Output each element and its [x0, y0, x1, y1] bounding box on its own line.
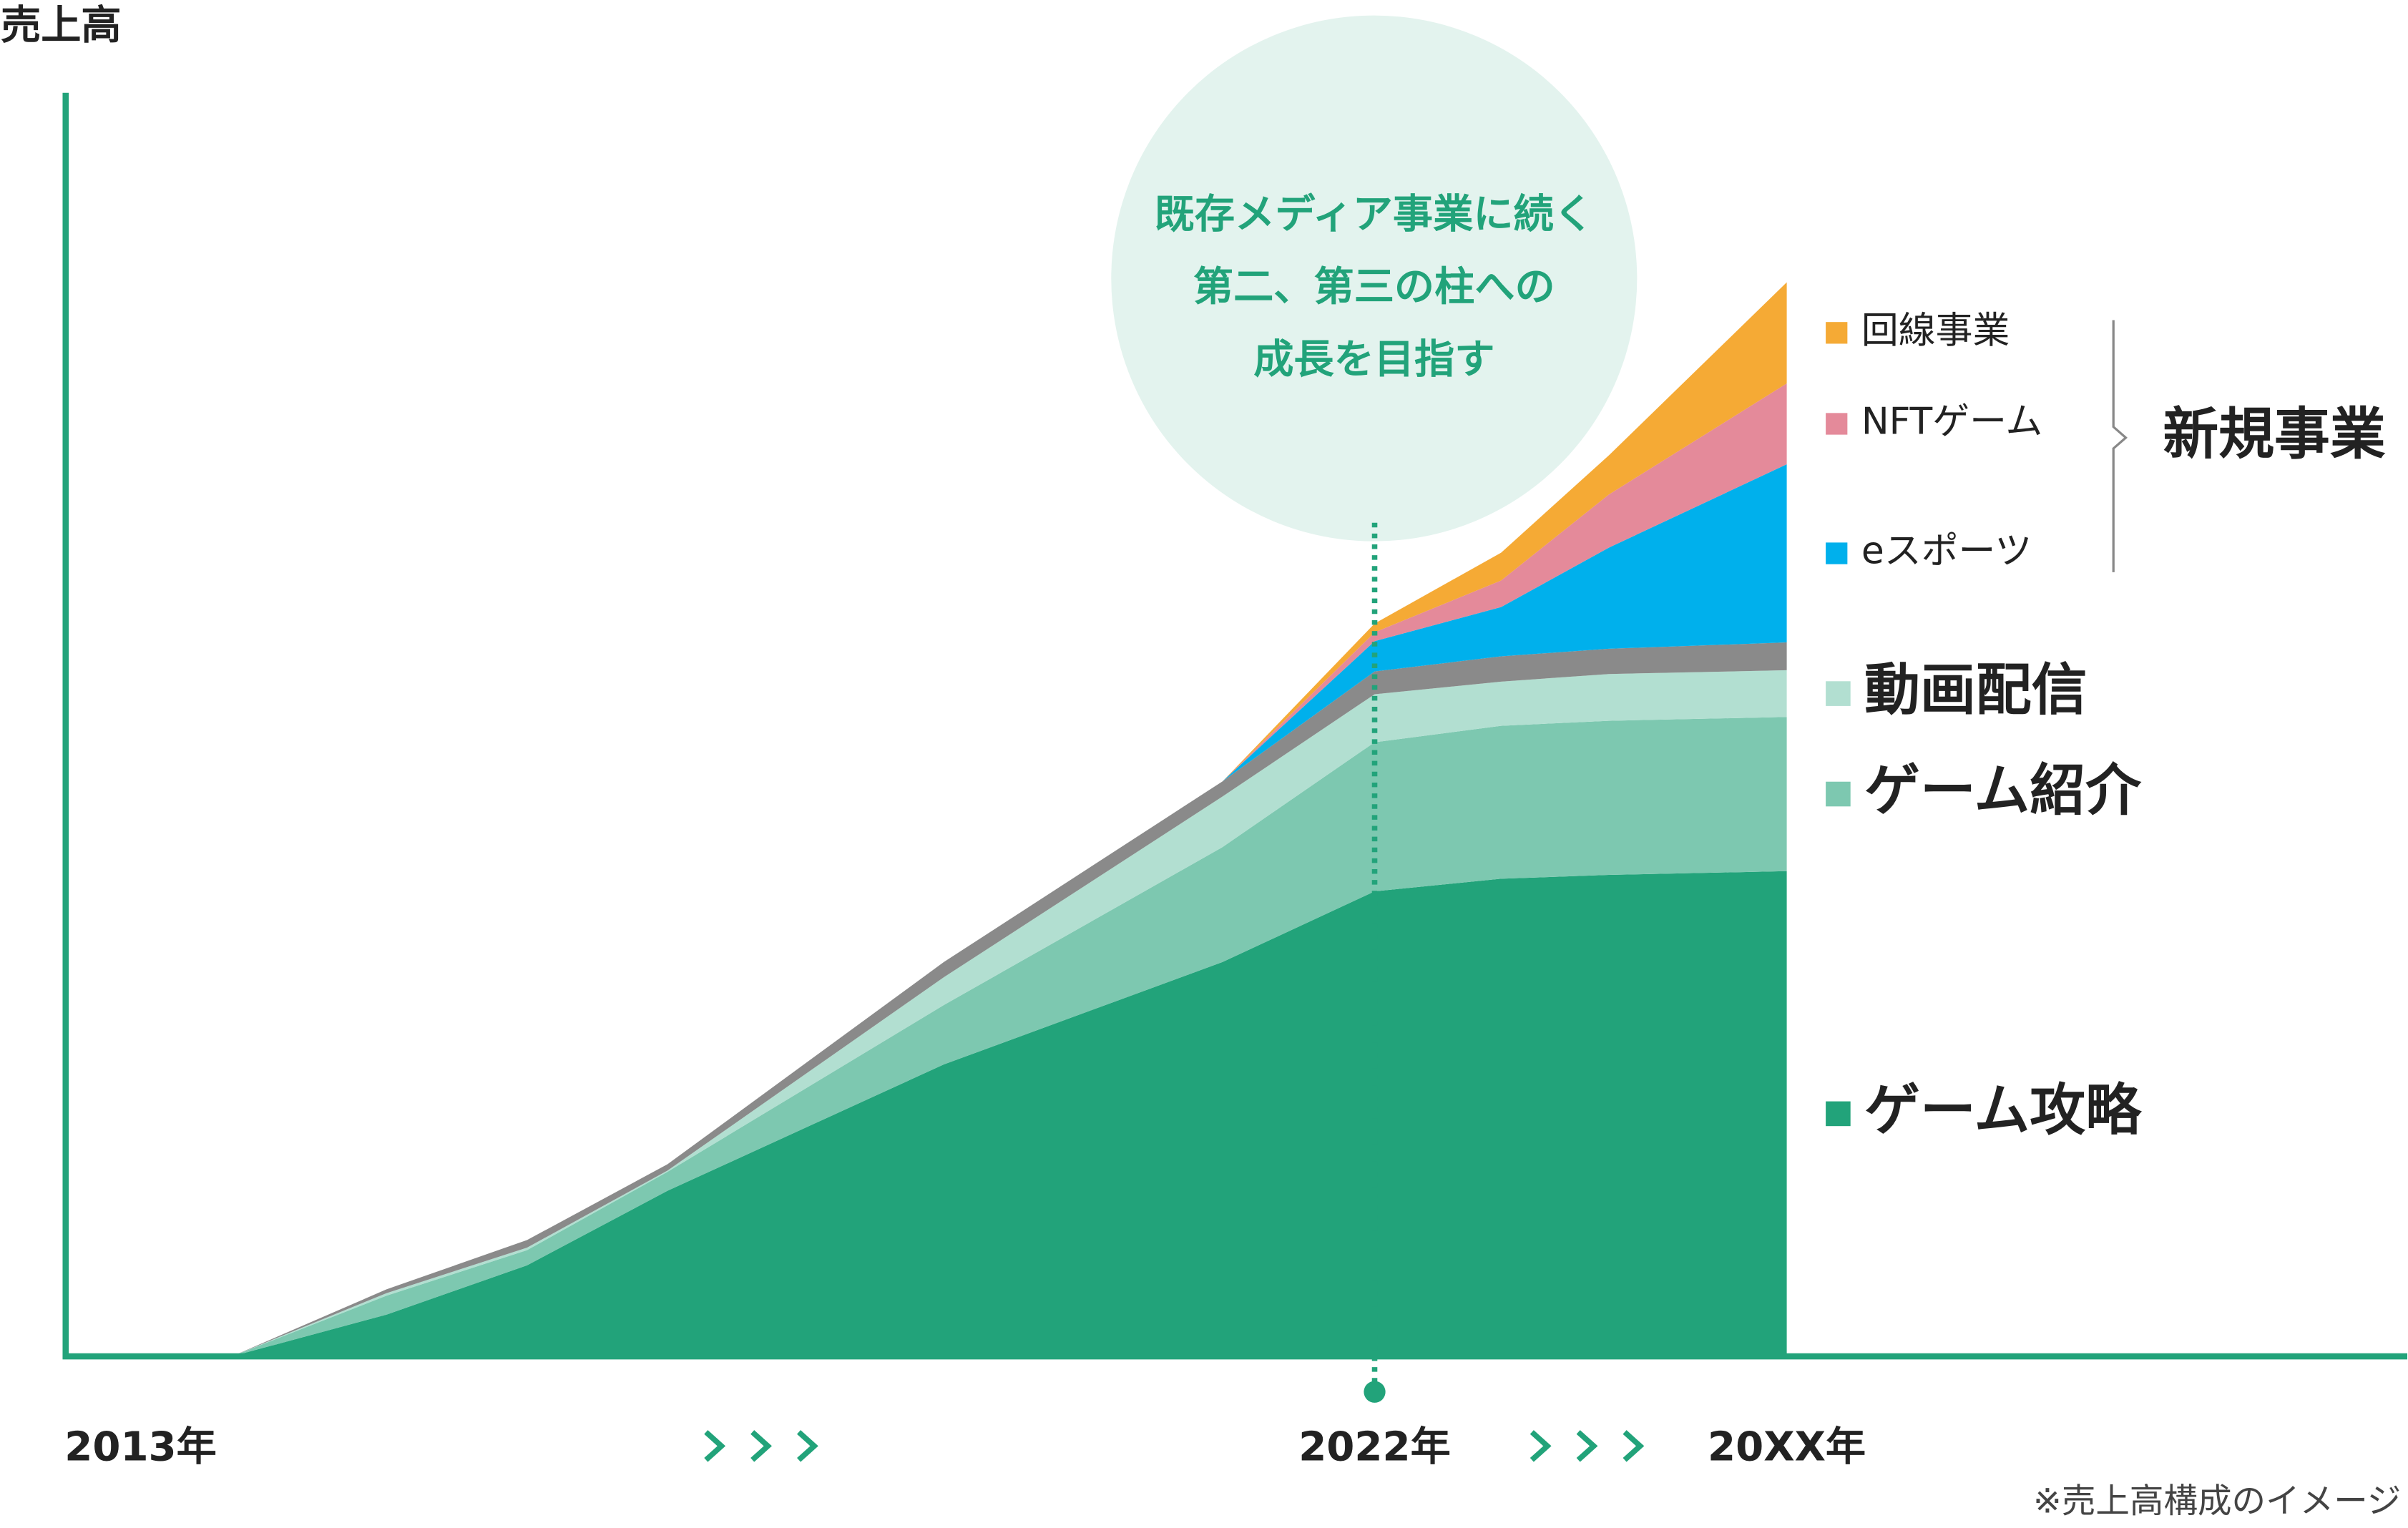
guide-dot: [1364, 1381, 1386, 1403]
area: [232, 464, 1787, 1357]
chevron: [1623, 1430, 1645, 1462]
legend-swatch: [1826, 781, 1851, 807]
chevron: [1530, 1430, 1552, 1462]
chevron: [797, 1430, 818, 1462]
legend-swatch: [1826, 1101, 1851, 1127]
annotation-line: 既存メディア事業に続く: [1155, 191, 1594, 237]
legend-swatch: [1826, 322, 1848, 344]
legend-label: 動画配信: [1864, 658, 2087, 723]
chevrons: [704, 1430, 1645, 1462]
y-axis-label: 売上高: [1, 3, 122, 49]
legend-label: ゲーム攻略: [1864, 1078, 2142, 1142]
annotation-bubble: [1111, 15, 1638, 542]
annotation-line: 成長を目指す: [1253, 337, 1494, 383]
group-bracket: [2112, 320, 2128, 572]
legend-label: NFTゲーム: [1861, 400, 2043, 443]
legend-label: eスポーツ: [1861, 530, 2032, 573]
annotation-line: 第二、第三の柱への: [1193, 264, 1555, 310]
x-tick-label: 2013年: [64, 1424, 217, 1470]
legend-label: 回線事業: [1861, 309, 2010, 352]
chevron: [750, 1430, 772, 1462]
x-tick-label: 20XX年: [1708, 1424, 1866, 1470]
area: [232, 717, 1787, 1357]
area: [232, 871, 1787, 1357]
chevron: [1576, 1430, 1598, 1462]
legend-swatch: [1826, 413, 1848, 435]
legend-label: ゲーム紹介: [1864, 759, 2142, 823]
group-label: 新規事業: [2163, 402, 2385, 466]
areas: [232, 282, 1787, 1357]
chevron: [704, 1430, 726, 1462]
note: ※売上高構成のイメージ: [2033, 1482, 2401, 1521]
legend-swatch: [1826, 681, 1851, 706]
area: [232, 383, 1787, 1357]
x-tick-label: 2022年: [1298, 1424, 1451, 1470]
legend-swatch: [1826, 542, 1848, 564]
